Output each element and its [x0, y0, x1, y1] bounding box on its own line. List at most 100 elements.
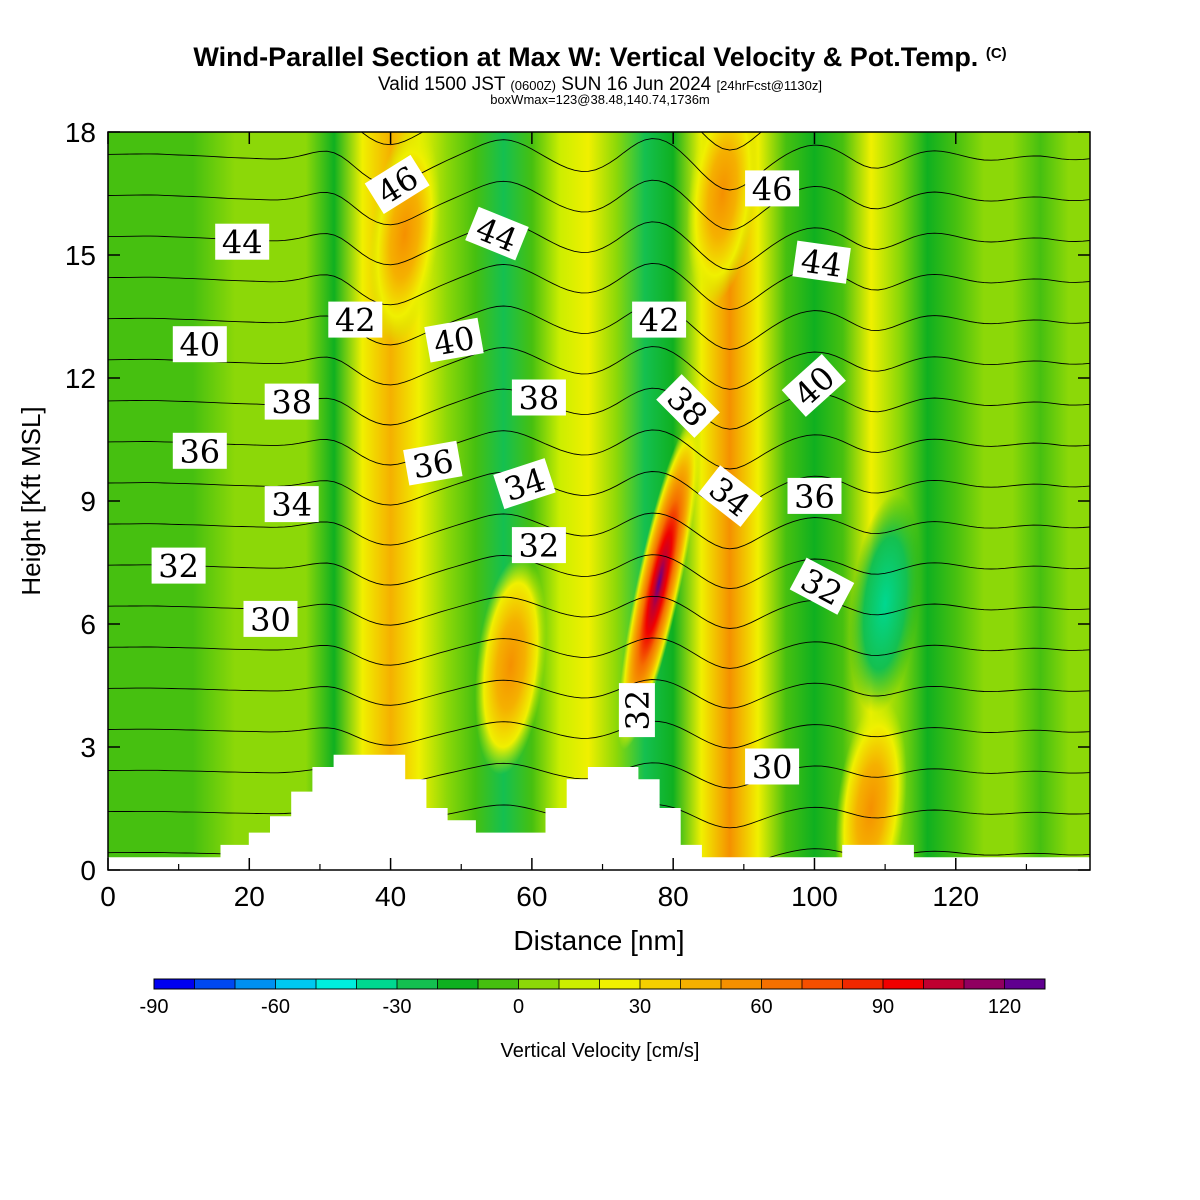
x-tick-label: 20 [234, 881, 265, 912]
contour-label-text-19: 32 [158, 548, 199, 586]
isentrope-41 [108, 346, 1090, 390]
x-tick-label: 100 [791, 881, 838, 912]
colorbar-swatch [721, 979, 762, 989]
colorbar-swatch [478, 979, 519, 989]
contour-label-text-3: 46 [752, 170, 793, 208]
contour-label-14: 36 [403, 440, 463, 486]
isentrope-42 [108, 304, 1090, 350]
x-tick-label: 80 [658, 881, 689, 912]
colorbar-tick-label: 90 [872, 996, 894, 1018]
contour-label-3: 46 [745, 170, 800, 208]
isentrope-39 [108, 429, 1090, 470]
colorbar: -90 -60 -30 0 30 60 90 120 [140, 978, 1046, 1018]
colorbar-swatch [883, 979, 924, 989]
colorbar-label: Vertical Velocity [cm/s] [501, 1040, 700, 1062]
y-axis-label: Height [Kft MSL] [16, 406, 46, 595]
velocity-cell-3 [686, 132, 759, 303]
contour-label-text-22: 30 [250, 601, 291, 639]
contour-label-text-6: 42 [335, 302, 376, 340]
isentrope-46 [108, 138, 1090, 191]
contour-label-5: 40 [172, 326, 227, 364]
colorbar-swatch [275, 979, 317, 989]
contour-label-text-7: 40 [431, 319, 478, 363]
contour-label-6: 42 [328, 301, 383, 340]
potential-temperature-contours [108, 132, 1090, 869]
colorbar-swatch [680, 979, 722, 989]
terrain-mask [107, 754, 1091, 871]
contour-label-text-8: 42 [639, 302, 680, 340]
colorbar-swatch [356, 979, 398, 989]
isentrope-36 [108, 554, 1090, 590]
colorbar-tick-label: 30 [629, 996, 651, 1018]
velocity-cell-1 [474, 555, 547, 775]
contour-label-16: 34 [264, 486, 319, 524]
velocity-cell-0 [617, 416, 701, 750]
velocity-cell-4 [849, 494, 921, 713]
contour-label-24: 30 [745, 748, 800, 787]
colorbar-tick-label: 120 [988, 996, 1021, 1018]
contour-label-text-13: 36 [179, 433, 220, 471]
contour-label-text-14: 36 [410, 442, 457, 486]
chart-box-info: boxWmax=123@38.48,140.74,1736m [490, 92, 710, 107]
colorbar-swatch [802, 979, 843, 989]
copyright-mark: (C) [985, 45, 1007, 62]
contour-label-7: 40 [424, 317, 484, 363]
colorbar-swatch [559, 979, 600, 989]
contour-label-text-16: 34 [271, 486, 312, 524]
y-tick-label: 9 [80, 486, 96, 517]
colorbar-tick-label: -30 [383, 996, 412, 1018]
isentrope-43 [108, 262, 1090, 311]
contour-label-19: 32 [151, 547, 206, 586]
contour-label-13: 36 [172, 432, 227, 471]
colorbar-tick-label: -60 [261, 996, 290, 1018]
colorbar-tick-label: -90 [140, 996, 169, 1018]
y-tick-label: 0 [80, 855, 96, 886]
isentrope-33 [108, 679, 1090, 709]
contour-label-15: 34 [493, 458, 556, 510]
x-tick-label: 40 [375, 881, 406, 912]
colorbar-tick-label: 60 [750, 996, 772, 1018]
contour-label-22: 30 [243, 600, 298, 639]
y-tick-label: 12 [65, 363, 96, 394]
contour-label-8: 42 [632, 301, 687, 340]
contour-label-9: 38 [264, 383, 319, 422]
isentrope-32 [108, 720, 1090, 749]
contour-label-text-18: 36 [794, 478, 835, 516]
colorbar-swatch [964, 979, 1005, 989]
contour-label-18: 36 [787, 477, 842, 516]
x-tick-label: 60 [516, 881, 547, 912]
contour-label-text-0: 44 [222, 224, 263, 262]
terrain [107, 754, 1091, 871]
y-tick-label: 3 [80, 732, 96, 763]
colorbar-tick-label: 0 [513, 996, 524, 1018]
colorbar-swatch [1004, 979, 1046, 989]
y-tick-label: 6 [80, 609, 96, 640]
x-axis: 0 20 40 60 80 100 120 [100, 132, 1028, 912]
contour-label-4: 44 [792, 240, 851, 285]
contour-label-text-4: 44 [799, 242, 845, 285]
x-tick-label: 120 [932, 881, 979, 912]
isentrope-37 [108, 512, 1090, 550]
colorbar-swatch [235, 979, 276, 989]
contour-label-text-10: 38 [519, 380, 560, 418]
contour-label-23: 32 [618, 683, 657, 738]
x-axis-label: Distance [nm] [513, 925, 684, 956]
colorbar-swatch [518, 979, 560, 989]
colorbar-swatch [154, 979, 195, 989]
colorbar-swatch [599, 979, 641, 989]
colorbar-frame [153, 978, 1046, 990]
x-tick-label: 0 [100, 881, 116, 912]
chart-subtitle: Valid 1500 JST (0600Z) SUN 16 Jun 2024 [… [378, 74, 822, 95]
contour-label-text-23: 32 [619, 690, 657, 731]
contour-label-text-24: 30 [752, 749, 793, 787]
y-tick-label: 15 [65, 240, 96, 271]
colorbar-swatch [640, 979, 681, 989]
colorbar-swatch [923, 979, 965, 989]
isentrope-44 [108, 221, 1090, 271]
contour-label-0: 44 [215, 223, 270, 262]
isentrope-34 [108, 637, 1090, 669]
